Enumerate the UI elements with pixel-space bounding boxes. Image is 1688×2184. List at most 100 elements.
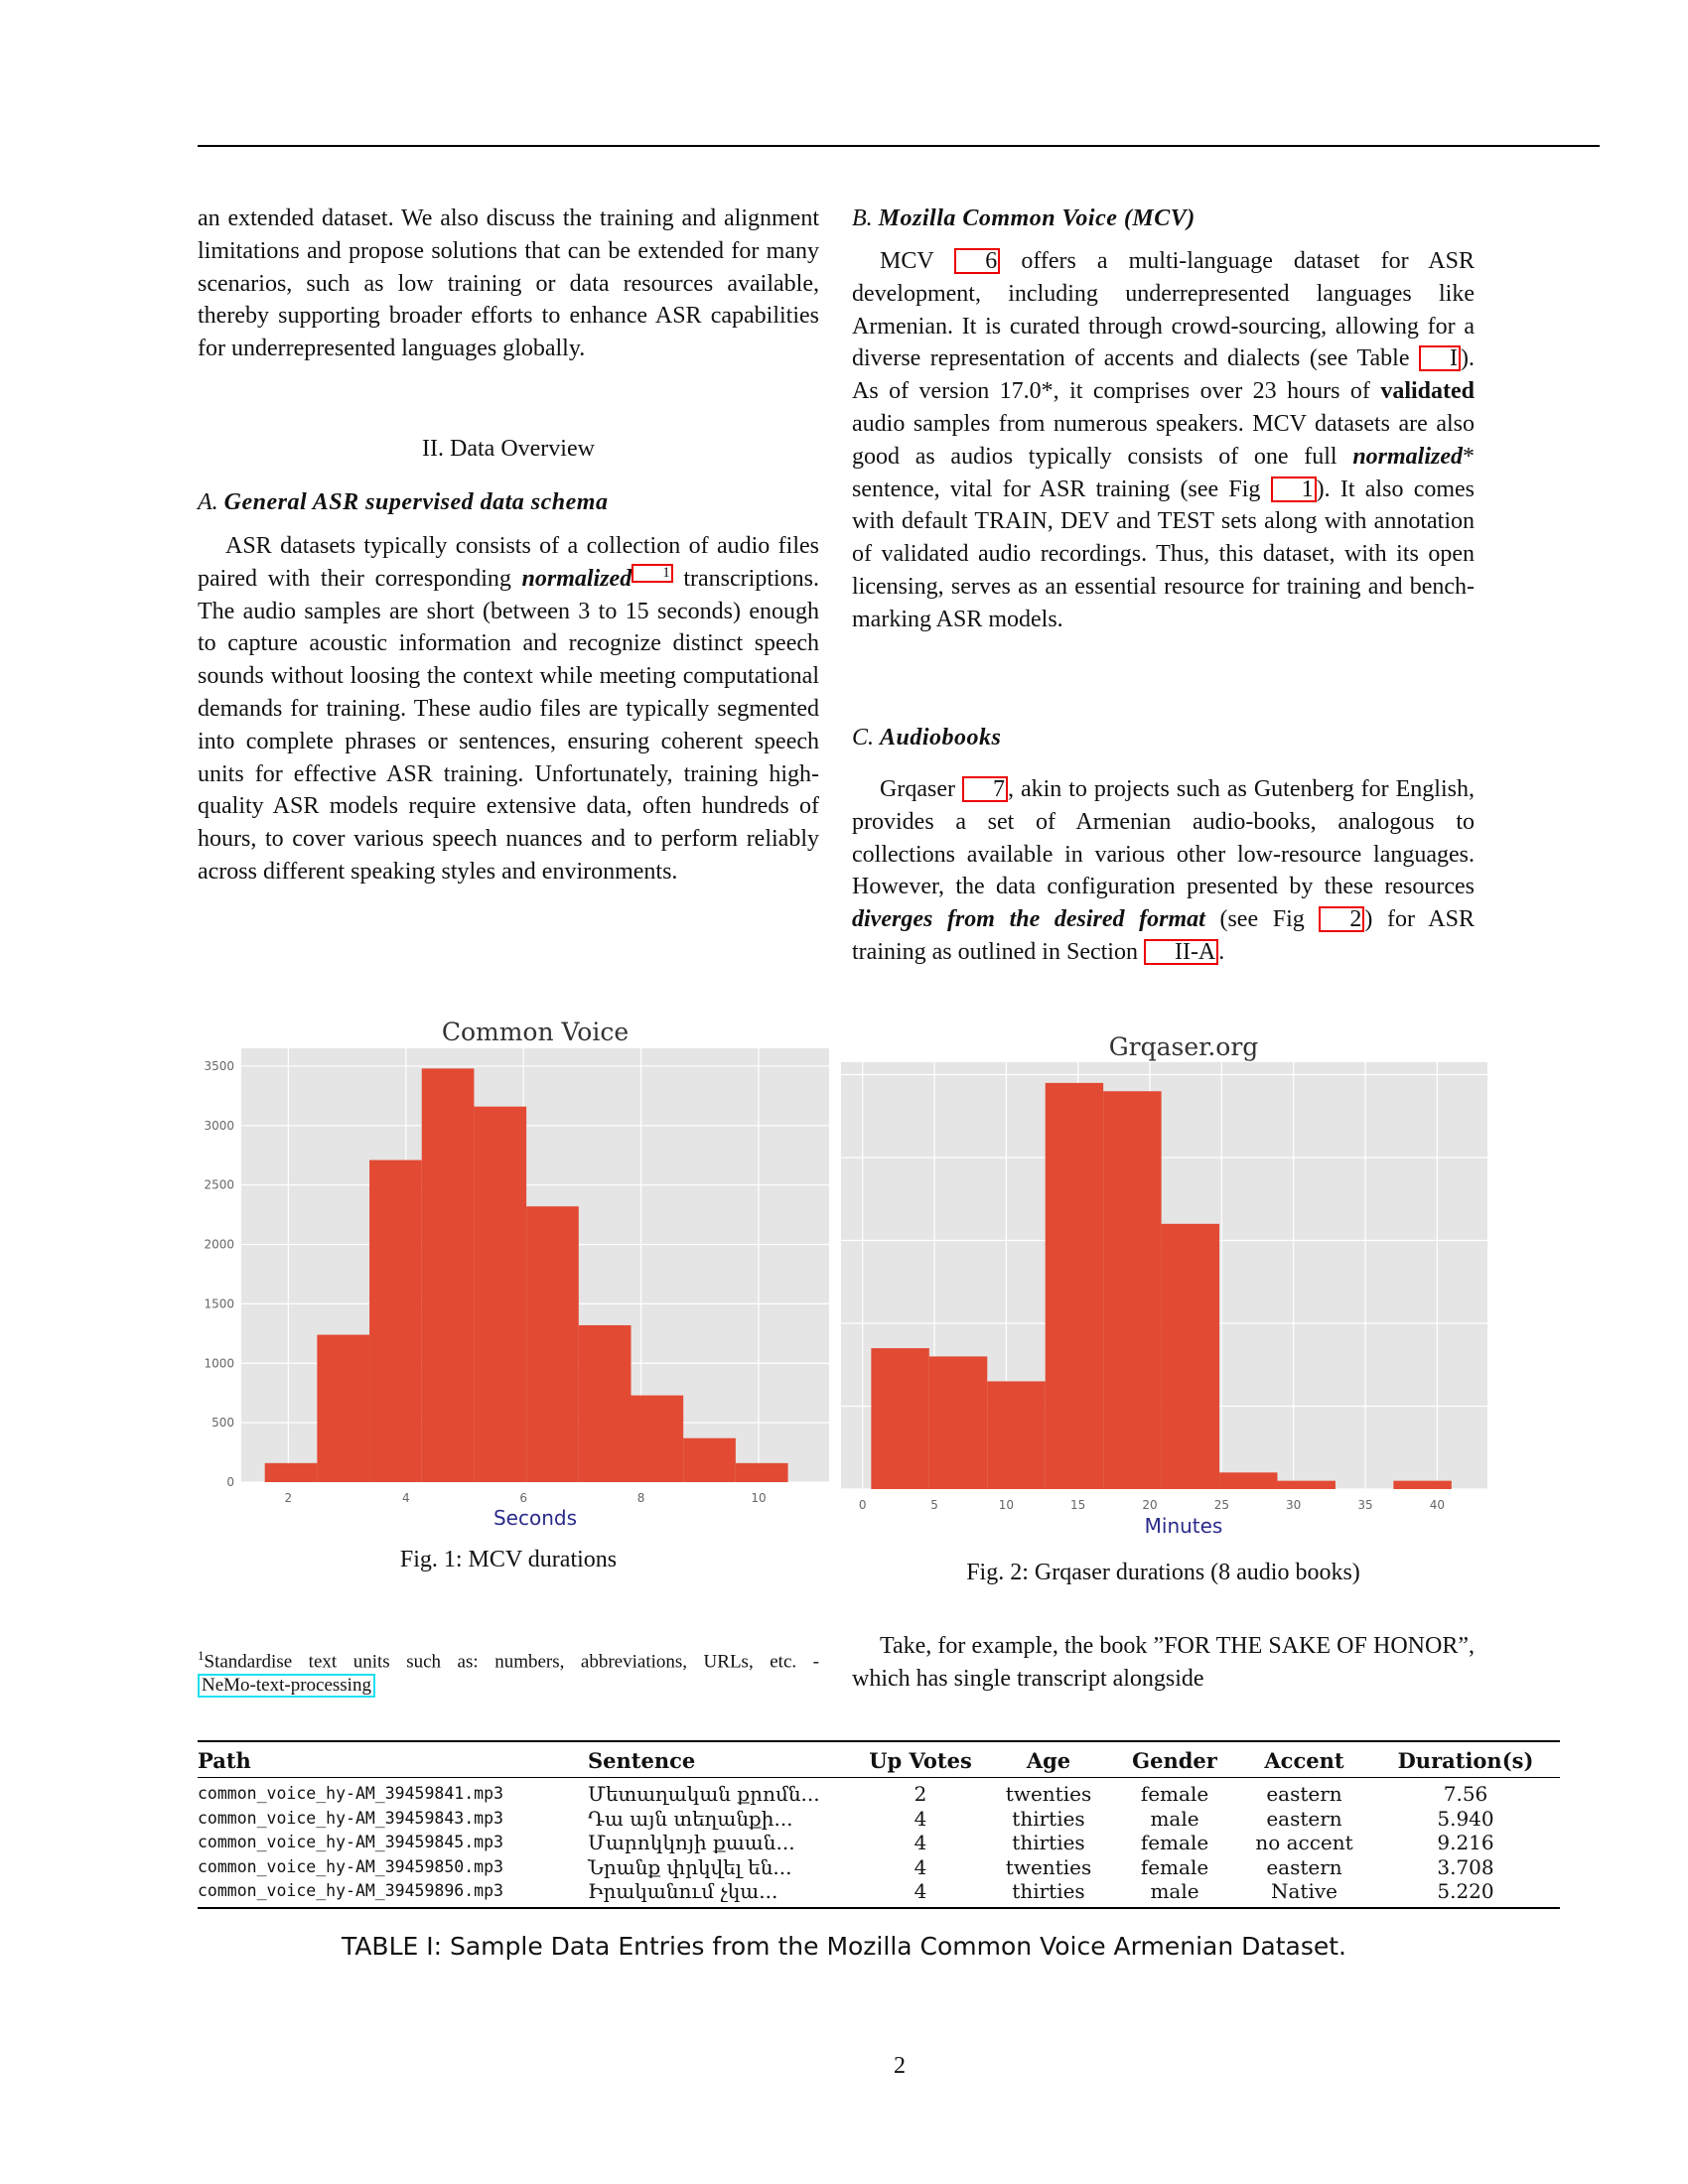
cell-age: thirties xyxy=(1012,1806,1085,1831)
paragraph-c: Grqaser 7, akin to projects such as Gute… xyxy=(852,773,1475,969)
histogram-bar xyxy=(526,1206,579,1482)
text: * sentence, vital for ASR training (see … xyxy=(852,443,1475,502)
cell-sentence: Դա այն տեղանքի... xyxy=(588,1806,793,1831)
cell-duration: 7.56 xyxy=(1443,1782,1488,1806)
bold-text: validated xyxy=(1380,378,1475,405)
chart-title: Common Voice xyxy=(442,1018,629,1046)
cell-path: common_voice_hy-AM_39459841.mp3 xyxy=(198,1784,503,1803)
text: Grqaser xyxy=(880,776,962,802)
figure-ref-link[interactable]: 1 xyxy=(1270,476,1317,502)
histogram-bar xyxy=(871,1348,929,1489)
histogram-bar xyxy=(264,1462,318,1482)
y-tick-label: 2500 xyxy=(204,1178,234,1192)
y-tick-label: 500 xyxy=(211,1416,234,1430)
cell-accent: eastern xyxy=(1266,1854,1342,1879)
y-tick-label: 2000 xyxy=(204,1238,234,1252)
cell-age: thirties xyxy=(1012,1879,1085,1904)
footnote: 1Standardise text units such as: numbers… xyxy=(198,1644,820,1699)
y-tick-label: 3500 xyxy=(204,1059,234,1073)
emphasis: normalized xyxy=(521,565,633,592)
cell-age: twenties xyxy=(1005,1782,1092,1806)
x-axis-label: Minutes xyxy=(1145,1514,1223,1538)
figure-2-caption: Fig. 2: Grqaser durations (8 audio books… xyxy=(966,1560,1360,1585)
x-tick-label: 25 xyxy=(1214,1498,1229,1512)
histogram-bar xyxy=(987,1381,1046,1489)
x-tick-label: 4 xyxy=(402,1491,410,1505)
x-tick-label: 10 xyxy=(999,1498,1014,1512)
text: (see Fig xyxy=(1204,906,1320,933)
x-tick-label: 5 xyxy=(930,1498,938,1512)
histogram-bar xyxy=(683,1437,736,1482)
cell-accent: eastern xyxy=(1266,1782,1342,1806)
cell-duration: 5.220 xyxy=(1437,1879,1494,1904)
cell-up-votes: 4 xyxy=(914,1831,927,1855)
subsection-c-heading: C. Audiobooks xyxy=(852,722,1001,754)
column-header-up-votes: Up Votes xyxy=(856,1741,985,1778)
grqaser-duration-histogram: Grqaser.org Minutes 05101520253035400102… xyxy=(841,1032,1487,1538)
x-tick-label: 30 xyxy=(1286,1498,1301,1512)
citation-link[interactable]: 7 xyxy=(961,776,1008,802)
text: ). As of version 17.0*, it comprises ove… xyxy=(852,345,1475,405)
header-rule xyxy=(198,145,1600,147)
x-tick-label: 35 xyxy=(1357,1498,1372,1512)
subsection-title: Audiobooks xyxy=(880,725,1002,751)
table-row: common_voice_hy-AM_39459845.mp3 Մարոկկոյի… xyxy=(198,1831,1560,1855)
text: offers a multi-language dataset for ASR … xyxy=(852,248,1475,372)
y-tick-label: 1500 xyxy=(204,1297,234,1310)
histogram-bar xyxy=(317,1334,370,1482)
cell-up-votes: 4 xyxy=(914,1854,927,1879)
column-header-duration: Duration(s) xyxy=(1371,1741,1560,1778)
cell-gender: female xyxy=(1140,1854,1209,1879)
cell-duration: 9.216 xyxy=(1437,1831,1494,1855)
y-tick-label: 0 xyxy=(226,1475,234,1489)
cell-up-votes: 2 xyxy=(914,1782,927,1806)
text: ). It also comes with default TRAIN, DEV… xyxy=(852,476,1476,632)
cell-duration: 5.940 xyxy=(1437,1806,1494,1831)
footnote-text: Standardise text units such as: numbers,… xyxy=(204,1651,820,1673)
column-header-age: Age xyxy=(985,1741,1112,1778)
cell-up-votes: 4 xyxy=(914,1806,927,1831)
text: MCV xyxy=(880,248,955,274)
footnote-link[interactable]: 1 xyxy=(632,563,673,583)
x-axis-label: Seconds xyxy=(493,1506,577,1530)
figure-ref-link[interactable]: 2 xyxy=(1319,906,1365,933)
chart-title: Grqaser.org xyxy=(1109,1032,1259,1061)
table-caption: TABLE I: Sample Data Entries from the Mo… xyxy=(342,1932,1346,1961)
citation-link[interactable]: 6 xyxy=(954,248,1001,274)
x-tick-label: 40 xyxy=(1430,1498,1445,1512)
cell-gender: female xyxy=(1140,1831,1209,1855)
emphasis: diverges from the desired format xyxy=(852,906,1205,933)
y-tick-label: 1000 xyxy=(204,1356,234,1370)
subsection-b-heading: B. Mozilla Common Voice (MCV) xyxy=(852,203,1196,235)
column-header-path: Path xyxy=(198,1741,588,1778)
x-tick-label: 8 xyxy=(637,1491,645,1505)
table-ref-link[interactable]: I xyxy=(1419,345,1461,372)
subsection-title: General ASR supervised data schema xyxy=(223,489,609,515)
table-header-row: Path Sentence Up Votes Age Gender Accent… xyxy=(198,1741,1560,1778)
cell-accent: no accent xyxy=(1255,1831,1353,1855)
y-tick-label: 3000 xyxy=(204,1119,234,1133)
nemo-text-processing-link[interactable]: NeMo-text-processing xyxy=(198,1674,375,1699)
text: audio samples from numerous speakers. MC… xyxy=(852,410,1475,470)
histogram-bar xyxy=(421,1068,475,1482)
x-tick-label: 15 xyxy=(1070,1498,1085,1512)
histogram-bar xyxy=(1103,1091,1162,1489)
column-header-sentence: Sentence xyxy=(588,1741,856,1778)
cell-duration: 3.708 xyxy=(1437,1854,1494,1879)
histogram-bar xyxy=(369,1160,422,1482)
table-row: common_voice_hy-AM_39459843.mp3 Դա այն տե… xyxy=(198,1807,1560,1832)
x-tick-label: 6 xyxy=(519,1491,527,1505)
figure-1-caption: Fig. 1: MCV durations xyxy=(399,1547,618,1572)
section-ref-link[interactable]: II-A xyxy=(1143,938,1219,965)
histogram-bar xyxy=(1219,1472,1278,1489)
text: . xyxy=(1218,938,1225,965)
histogram-bar xyxy=(578,1324,632,1482)
subsection-number: C. xyxy=(852,725,875,751)
cell-up-votes: 4 xyxy=(914,1879,927,1904)
subsection-title: Mozilla Common Voice (MCV) xyxy=(878,205,1196,231)
intro-text: an extended dataset. We also discuss the… xyxy=(198,205,819,362)
cell-path: common_voice_hy-AM_39459896.mp3 xyxy=(198,1881,503,1901)
cell-path: common_voice_hy-AM_39459850.mp3 xyxy=(198,1856,503,1876)
text: ASR datasets typically consists of a col… xyxy=(198,533,819,592)
